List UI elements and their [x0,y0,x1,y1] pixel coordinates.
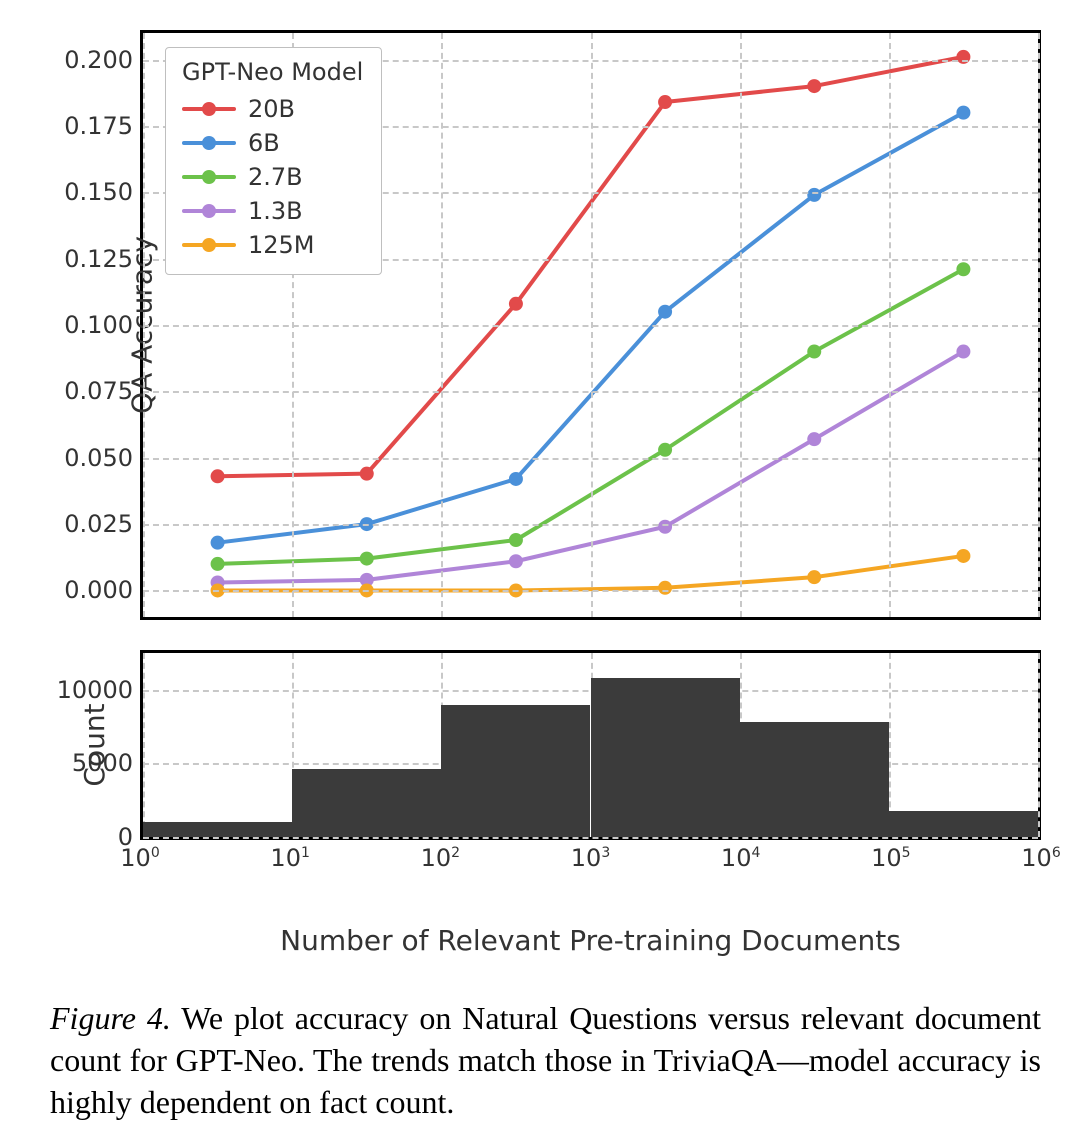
y-tick-label: 0.150 [64,178,133,206]
series-marker [509,554,523,568]
x-tick-label: 106 [1021,844,1060,872]
series-marker [509,472,523,486]
qa-accuracy-line-chart: QA Accuracy GPT-Neo Model 20B6B2.7B1.3B1… [140,30,1041,620]
series-marker [360,552,374,566]
y-tick-label: 0.125 [64,245,133,273]
count-histogram: Count 0500010000 [140,650,1041,840]
histogram-bar [143,822,292,837]
series-marker [956,549,970,563]
y-tick-label: 0.000 [64,576,133,604]
legend-swatch [182,139,236,147]
series-marker [360,517,374,531]
legend-label: 20B [248,95,295,123]
series-marker [956,262,970,276]
series-marker [807,345,821,359]
histogram-bar [292,769,441,837]
series-marker [956,50,970,64]
figure-caption: Figure 4. We plot accuracy on Natural Qu… [50,997,1041,1124]
series-marker [211,583,225,597]
series-marker [658,443,672,457]
y-tick-label: 0.100 [64,311,133,339]
histogram-bar [889,811,1038,837]
series-marker [360,583,374,597]
x-axis-label: Number of Relevant Pre-training Document… [140,924,1041,957]
gridline-v [143,653,145,837]
legend-entry: 20B [182,92,363,126]
legend: GPT-Neo Model 20B 6B 2.7B 1.3B 125M [165,47,382,275]
gridline-h [143,837,1038,839]
series-marker [211,469,225,483]
legend-entry: 1.3B [182,194,363,228]
histogram-bar [591,678,740,837]
series-marker [658,581,672,595]
figure-container: QA Accuracy GPT-Neo Model 20B6B2.7B1.3B1… [0,0,1091,1139]
gridline-v [1038,33,1040,617]
y-tick-label: 0.075 [64,377,133,405]
series-marker [658,95,672,109]
series-marker [658,305,672,319]
legend-entry: 125M [182,228,363,262]
x-tick-label: 100 [120,844,159,872]
legend-label: 125M [248,231,315,259]
series-marker [658,520,672,534]
histogram-bar [441,705,590,837]
series-marker [211,536,225,550]
series-line [218,352,964,583]
series-marker [807,432,821,446]
y-tick-label: 0.025 [64,510,133,538]
gridline-v [889,653,891,837]
x-tick-label: 103 [571,844,610,872]
series-marker [211,557,225,571]
legend-label: 2.7B [248,163,303,191]
x-tick-label: 105 [871,844,910,872]
x-axis-ticks: 100101102103104105106 [140,844,1041,878]
gridline-v [1038,653,1040,837]
x-tick-label: 102 [421,844,460,872]
legend-label: 6B [248,129,280,157]
y-tick-label: 0.175 [64,112,133,140]
y-tick-label: 10000 [57,676,133,704]
series-marker [360,467,374,481]
legend-swatch [182,207,236,215]
y-tick-label: 0.200 [64,46,133,74]
x-tick-label: 104 [721,844,760,872]
series-marker [807,570,821,584]
legend-label: 1.3B [248,197,303,225]
x-tick-label: 101 [270,844,309,872]
series-marker [807,188,821,202]
plot-stack: QA Accuracy GPT-Neo Model 20B6B2.7B1.3B1… [30,30,1061,957]
figure-number-label: Figure 4. [50,1000,171,1036]
histogram-bar [740,722,889,837]
series-marker [807,79,821,93]
series-marker [509,297,523,311]
series-marker [956,345,970,359]
legend-swatch [182,105,236,113]
y-tick-label: 0.050 [64,444,133,472]
y-tick-label: 5000 [72,749,133,777]
legend-swatch [182,241,236,249]
legend-entry: 6B [182,126,363,160]
legend-title: GPT-Neo Model [182,58,363,86]
legend-swatch [182,173,236,181]
legend-entry: 2.7B [182,160,363,194]
series-marker [509,583,523,597]
series-marker [509,533,523,547]
series-marker [956,106,970,120]
